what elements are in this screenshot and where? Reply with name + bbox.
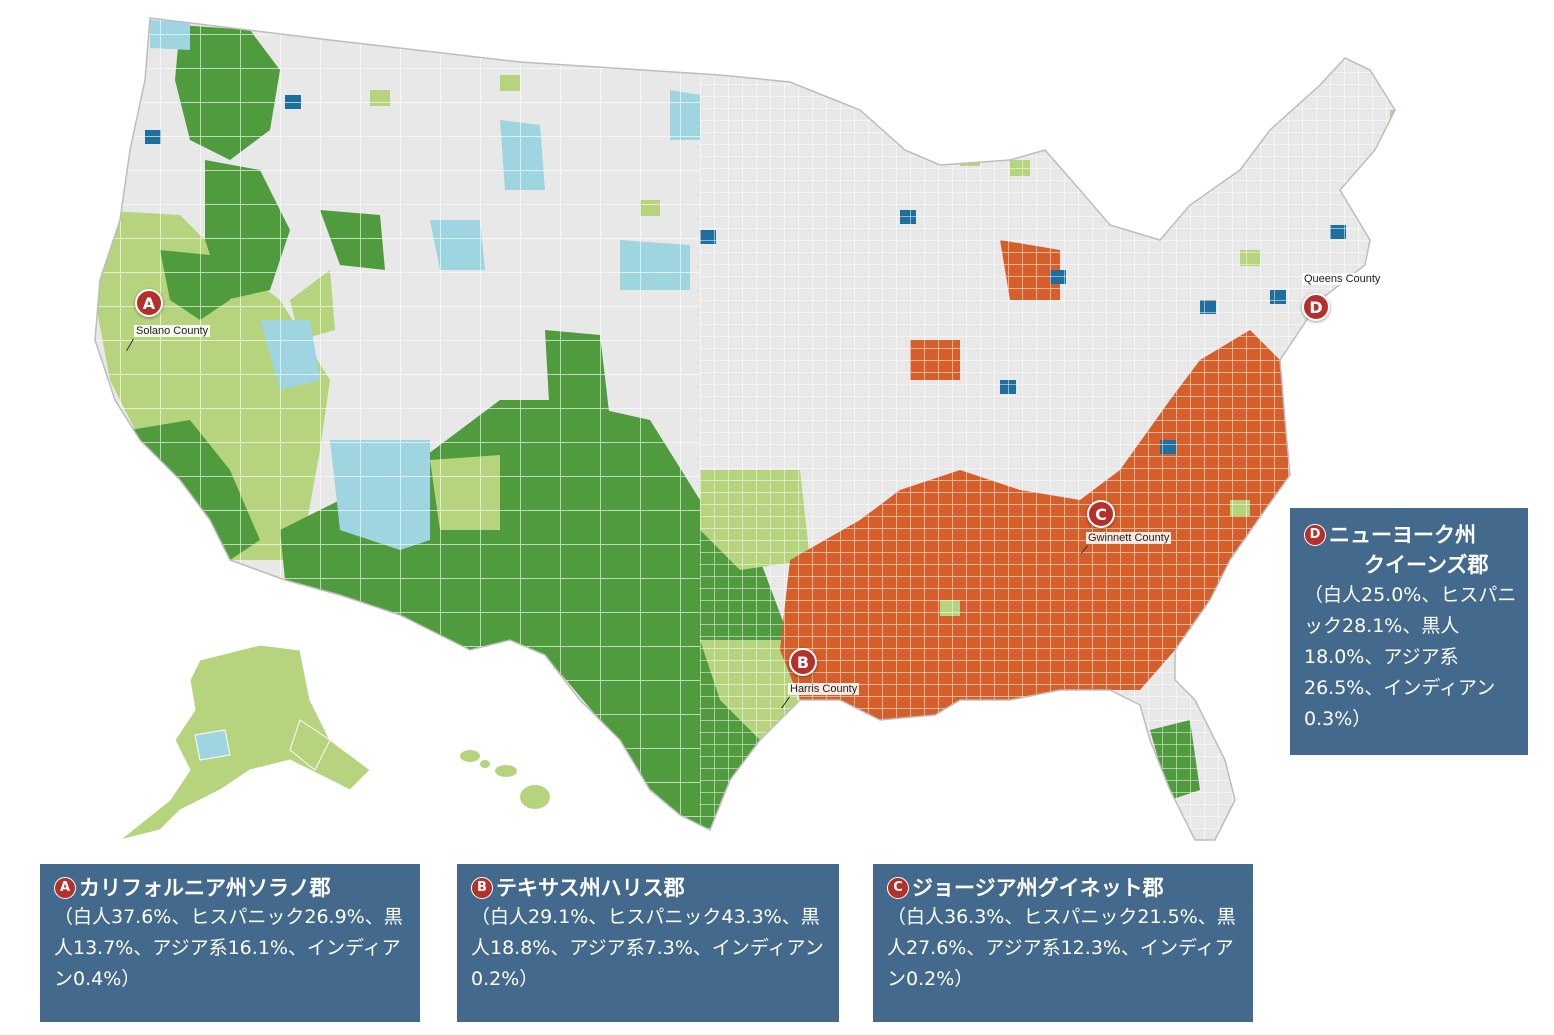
hawaii-island-0 [460,750,480,762]
marker-b-letter: B [796,652,810,672]
marker-d[interactable]: D [1302,293,1330,321]
info-box-c-title-text: ジョージア州グイネット郡 [912,876,1164,900]
marker-c-letter: C [1095,504,1107,524]
info-box-a-badge: A [54,877,76,899]
info-box-b-detail: （白人29.1%、ヒスパニック43.3%、黒人18.8%、アジア系7.3%、イン… [471,906,824,990]
info-box-d-title: D ニューヨーク州 [1304,520,1518,550]
info-box-d-badge: D [1304,524,1326,546]
county-label-harris: Harris County [788,683,860,695]
info-box-d-title-line1: ニューヨーク州 [1329,523,1476,547]
alaska-southeast [289,719,331,771]
info-box-b-title-text: テキサス州ハリス郡 [496,876,685,900]
marker-a-letter: A [142,293,156,313]
alaska-light-blue [194,729,231,761]
info-box-queens: D ニューヨーク州 クイーンズ郡 （白人25.0%、ヒスパニック28.1%、黒人… [1290,508,1528,755]
marker-a[interactable]: A [135,289,163,317]
county-label-gwinnett: Gwinnett County [1086,532,1172,544]
info-box-c-title: C ジョージア州グイネット郡 [887,874,1245,902]
info-box-b-badge: B [471,877,493,899]
us-outline [94,17,1396,841]
alaska-light-green [119,644,371,841]
marker-b[interactable]: B [789,648,817,676]
hawaii-island-2 [520,785,550,809]
info-box-c-badge: C [887,877,909,899]
info-box-d-detail: （白人25.0%、ヒスパニック28.1%、黒人18.0%、アジア系26.5%、イ… [1304,584,1517,730]
info-box-b-title: B テキサス州ハリス郡 [471,874,831,902]
marker-c[interactable]: C [1087,500,1115,528]
info-box-c-detail: （白人36.3%、ヒスパニック21.5%、黒人27.6%、アジア系12.3%、イ… [887,906,1236,990]
hawaii-island-1 [495,765,517,777]
info-box-a-detail: （白人37.6%、ヒスパニック26.9%、黒人13.7%、アジア系16.1%、イ… [54,906,403,990]
info-box-a-title: A カリフォルニア州ソラノ郡 [54,874,412,902]
hawaii-island-3 [480,760,490,768]
info-box-solano: A カリフォルニア州ソラノ郡 （白人37.6%、ヒスパニック26.9%、黒人13… [40,864,420,1022]
county-label-queens: Queens County [1302,273,1383,285]
info-box-d-title-2: クイーンズ郡 [1304,550,1518,580]
info-box-a-title-text: カリフォルニア州ソラノ郡 [79,876,331,900]
info-box-harris: B テキサス州ハリス郡 （白人29.1%、ヒスパニック43.3%、黒人18.8%… [457,864,839,1022]
county-label-solano: Solano County [134,325,211,337]
info-box-d-title-line2: クイーンズ郡 [1364,553,1489,577]
alaska-hawaii [119,644,550,841]
marker-d-letter: D [1309,297,1323,317]
info-box-gwinnett: C ジョージア州グイネット郡 （白人36.3%、ヒスパニック21.5%、黒人27… [873,864,1253,1022]
